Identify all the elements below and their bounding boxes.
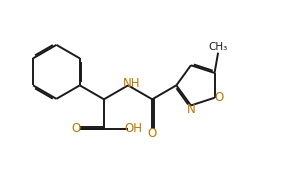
Text: CH₃: CH₃ <box>209 42 228 52</box>
Text: NH: NH <box>123 77 140 90</box>
Text: N: N <box>186 103 195 116</box>
Text: O: O <box>214 91 224 104</box>
Text: OH: OH <box>125 122 143 135</box>
Text: O: O <box>147 127 157 140</box>
Text: O: O <box>71 122 81 135</box>
